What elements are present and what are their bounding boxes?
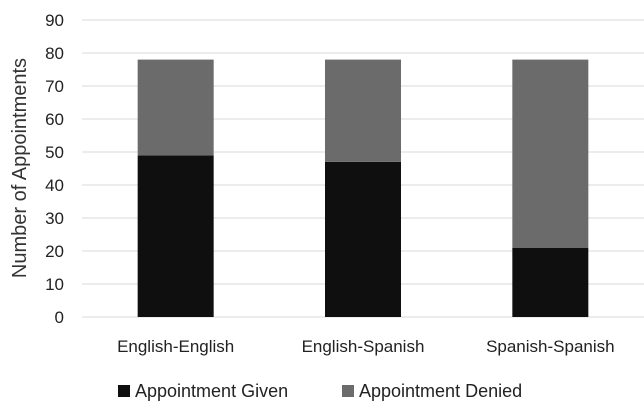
y-tick-label: 20: [45, 242, 64, 261]
y-tick-label: 10: [45, 275, 64, 294]
bar-denied-spanish-spanish: [512, 59, 589, 248]
y-tick-label: 80: [45, 44, 64, 63]
bar-given-english-spanish: [325, 161, 401, 317]
y-tick-label: 30: [45, 209, 64, 228]
y-axis-title: Number of Appointments: [9, 58, 31, 278]
y-tick-label: 90: [45, 11, 64, 30]
y-tick-label: 60: [45, 110, 64, 129]
y-tick-label: 70: [45, 77, 64, 96]
y-axis-ticks: 0 10 20 30 40 50 60 70 80 90: [45, 11, 64, 327]
x-axis-category-labels: English-English English-Spanish Spanish-Sp…: [117, 337, 615, 356]
x-category-label: English-English: [117, 337, 234, 356]
y-tick-label: 0: [55, 308, 64, 327]
bar-given-spanish-spanish: [512, 247, 589, 317]
x-category-label: English-Spanish: [302, 337, 425, 356]
legend-label: Appointment Given: [135, 381, 288, 401]
legend-swatch: [118, 385, 130, 397]
legend-swatch: [342, 385, 354, 397]
bar-given-english-english: [137, 155, 214, 317]
bar-denied-english-spanish: [325, 59, 401, 162]
y-tick-label: 40: [45, 176, 64, 195]
legend: Appointment Given Appointment Denied: [118, 381, 522, 401]
y-tick-label: 50: [45, 143, 64, 162]
bar-denied-english-english: [137, 59, 214, 156]
x-category-label: Spanish-Spanish: [486, 337, 615, 356]
bars: [137, 59, 589, 317]
legend-label: Appointment Denied: [359, 381, 522, 401]
